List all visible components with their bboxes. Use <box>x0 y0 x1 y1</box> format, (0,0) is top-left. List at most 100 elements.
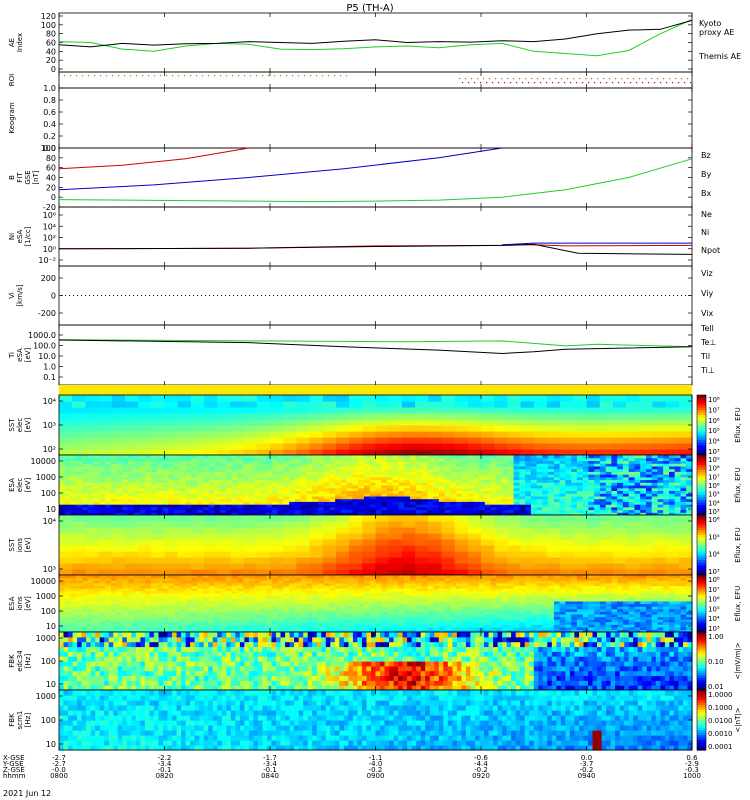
esa_i-cell <box>151 577 158 581</box>
esa_i-cell <box>214 600 221 605</box>
esa_e-cell <box>628 465 636 470</box>
esa_e-cell <box>657 509 664 513</box>
sst_e-cell <box>124 407 139 414</box>
esa_i-cell <box>237 626 244 630</box>
esa_e-cell <box>387 485 394 489</box>
esa_e-cell <box>364 509 371 513</box>
esa_e-cell <box>156 479 164 483</box>
esa_i-cell <box>289 577 296 581</box>
sst_i-colorbar-cell <box>697 565 706 569</box>
esa_e-cell <box>496 501 503 505</box>
esa_e-cell <box>467 487 474 491</box>
esa_i-cell <box>231 590 238 594</box>
esa_i-cell <box>179 629 187 633</box>
esa_e-cell <box>162 479 169 483</box>
sst_e-cell <box>481 425 495 432</box>
esa_e-cell <box>271 468 279 472</box>
sst_e-cell <box>322 449 337 456</box>
esa_e-cell <box>674 501 682 505</box>
esa_i-cell <box>93 621 100 625</box>
sst_i-cell <box>573 527 588 534</box>
esa_i-cell <box>128 626 135 630</box>
sst_i-cell <box>362 539 377 546</box>
esa_e-cell <box>248 490 256 494</box>
esa_e-cell <box>323 465 331 470</box>
esa_e-cell <box>346 474 354 478</box>
esa_e-cell <box>208 512 215 516</box>
roi-dot <box>633 78 635 80</box>
esa_e-cell <box>576 457 584 461</box>
roi-dot <box>549 78 551 80</box>
esa_e-cell <box>300 506 308 511</box>
sst_e-cell <box>678 449 693 456</box>
esa_i-cell <box>271 626 279 630</box>
esa_e-cell <box>410 460 417 464</box>
esa_i-cell <box>87 629 95 633</box>
esa_i-cell <box>105 611 112 615</box>
esa_e-cell <box>162 471 169 475</box>
esa_e-cell <box>197 471 204 475</box>
esa_e-cell <box>571 471 578 475</box>
esa_e-cell <box>548 509 555 513</box>
esa_e-cell <box>571 490 578 494</box>
esa_i-cell <box>185 600 192 605</box>
sst_i-cell <box>375 551 390 558</box>
esa_i-cell <box>76 600 83 605</box>
esa_e-cell <box>404 485 411 489</box>
esa_e-cell <box>473 490 480 494</box>
esa_e-cell <box>617 465 624 470</box>
esa_e-cell <box>467 490 474 494</box>
esa_e-cell <box>294 476 302 481</box>
esa_e-cell <box>76 455 83 459</box>
esa_e-cell <box>133 501 141 505</box>
esa_i-cell <box>283 611 290 615</box>
esa_e-cell <box>64 498 72 502</box>
sst_e-cell <box>204 449 218 456</box>
sst_i-cell <box>441 521 456 528</box>
esa_i-cell <box>139 575 146 579</box>
sst_e-cell <box>415 413 429 420</box>
esa_e-cell <box>162 460 169 464</box>
sst_i-cell <box>111 563 126 570</box>
esa_e-cell <box>277 490 285 494</box>
sst_e-cell <box>494 425 508 432</box>
esa_i-cell <box>133 575 141 579</box>
esa_e-cell <box>502 485 509 489</box>
sst_i-cell <box>59 527 73 534</box>
esa_i-cell <box>128 600 135 605</box>
esa_e-cell <box>99 479 106 483</box>
esa_e-cell <box>214 460 221 464</box>
sst_i-cell <box>665 557 680 564</box>
esa_e-cell <box>133 474 141 478</box>
sst_e-cell <box>626 425 640 432</box>
esa_e-cell <box>323 493 331 497</box>
esa_e-cell <box>387 504 394 508</box>
sst_e-cell <box>520 413 535 420</box>
esa_e-cell <box>260 457 267 461</box>
sst_i-cell <box>151 545 166 552</box>
esa_e-cell <box>473 482 480 486</box>
esa_i-cell <box>59 590 66 594</box>
sst_e-cell <box>454 449 469 456</box>
esa_i-cell <box>197 619 204 623</box>
esa_e-cell <box>507 490 515 494</box>
esa_e-cell <box>271 485 279 489</box>
esa_i-cell <box>122 575 129 579</box>
esa_i-cell <box>145 629 152 633</box>
esa_e-cell <box>663 482 670 486</box>
esa_e-cell <box>496 460 503 464</box>
esa_e-cell <box>582 471 590 475</box>
esa_e-cell <box>467 457 474 461</box>
esa_e-cell <box>237 457 244 461</box>
esa_e-cell <box>225 495 233 500</box>
esa_i-cell <box>122 585 129 589</box>
sst_e-cell <box>401 443 416 450</box>
sst_e-cell <box>217 413 232 420</box>
esa_e-cell <box>381 495 388 500</box>
esa_e-cell <box>542 490 549 494</box>
sst_e-cell <box>652 407 667 414</box>
sst_i-cell <box>85 563 100 570</box>
velocity-zero-dot <box>365 295 366 296</box>
esa_i-cell <box>220 606 227 610</box>
esa_e-cell <box>634 465 641 470</box>
